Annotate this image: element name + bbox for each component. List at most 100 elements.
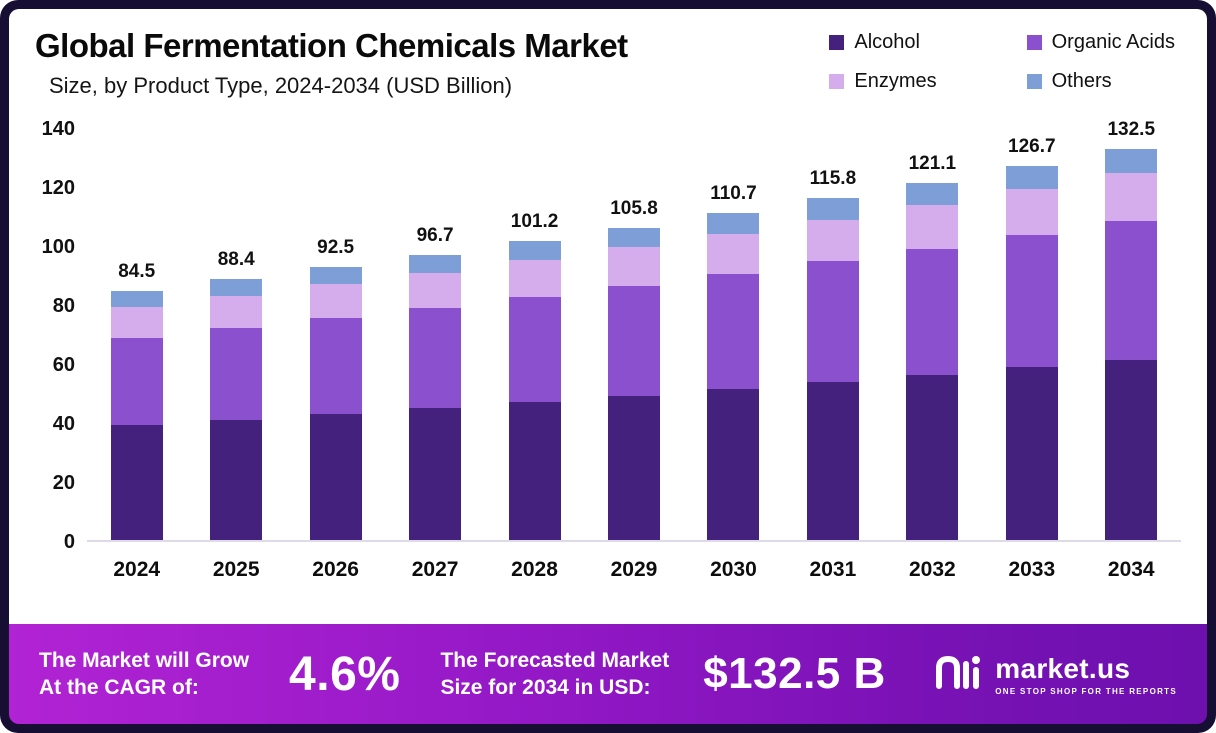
bar-stack-2033	[1005, 166, 1058, 540]
bar-segment-others	[906, 182, 959, 205]
bar-total-label: 92.5	[317, 237, 355, 259]
legend-item-organic-acids: Organic Acids	[1026, 31, 1175, 54]
bar-segment-enzymes	[607, 247, 660, 286]
bar-segment-enzymes	[1105, 173, 1158, 222]
bar-segment-enzymes	[409, 272, 462, 308]
bar-total-label: 84.5	[118, 260, 156, 282]
page-subtitle: Size, by Product Type, 2024-2034 (USD Bi…	[49, 72, 513, 98]
bar-segment-enzymes	[1005, 189, 1058, 235]
legend-item-others: Others	[1026, 70, 1175, 93]
bar-segment-alcohol	[309, 413, 362, 540]
bar-segment-alcohol	[1005, 367, 1058, 540]
x-axis-label-2027: 2027	[411, 557, 459, 581]
cagr-label-line1: The Market will Grow	[39, 648, 250, 672]
bar-total-label: 105.8	[610, 197, 658, 219]
chart-header: Global Fermentation Chemicals Market Siz…	[35, 27, 1181, 99]
bar-segment-enzymes	[309, 284, 362, 319]
chart-zone: 0 20 40 60 80 100 120 140 84.5 88.4 92.5 96.7 101.2…	[35, 118, 1181, 618]
bar-total-label: 101.2	[510, 211, 559, 233]
x-axis-label-2034: 2034	[1107, 557, 1155, 581]
bar-segment-alcohol	[110, 424, 163, 540]
bar-segment-organic-acids	[1005, 234, 1058, 368]
bar-segment-organic-acids	[309, 318, 362, 414]
legend-swatch-others	[1026, 74, 1042, 89]
forecast-value: $132.5 B	[703, 649, 886, 698]
market-us-logo-icon	[933, 652, 983, 697]
bar-segment-organic-acids	[607, 285, 660, 396]
bar-total-label: 88.4	[217, 249, 255, 271]
bar-segment-organic-acids	[906, 248, 959, 376]
bar-column-2030: 110.7	[684, 129, 783, 540]
bar-segment-alcohol	[210, 419, 263, 540]
x-axis-label-2026: 2026	[312, 557, 359, 581]
legend-label: Alcohol	[854, 31, 920, 53]
bar-column-2032: 121.1	[883, 129, 982, 540]
bar-stack-2029	[607, 227, 660, 540]
bar-column-2034: 132.5	[1082, 119, 1181, 540]
bar-stack-2027	[409, 254, 462, 540]
cagr-value: 4.6%	[289, 647, 401, 701]
bar-segment-organic-acids	[1105, 221, 1158, 360]
forecast-label: The Forecasted Market Size for 2034 in U…	[440, 647, 669, 702]
bar-segment-others	[110, 290, 163, 307]
y-tick-label: 20	[52, 471, 75, 494]
bar-segment-alcohol	[1105, 359, 1158, 540]
bar-segment-organic-acids	[707, 273, 760, 390]
bar-stack-2031	[806, 198, 859, 540]
bar-segment-organic-acids	[110, 337, 163, 425]
brand-tagline: ONE STOP SHOP FOR THE REPORTS	[995, 686, 1177, 696]
bar-stack-2024	[110, 290, 163, 540]
plot-wrap: 84.5 88.4 92.5 96.7 101.2 105.8 110.7 115.8 121.…	[87, 119, 1181, 618]
bar-segment-enzymes	[906, 204, 959, 249]
bar-segment-enzymes	[110, 306, 163, 338]
bar-total-label: 96.7	[416, 224, 454, 246]
bar-total-label: 115.8	[809, 168, 857, 190]
bar-stack-2028	[508, 241, 561, 540]
bar-total-label: 126.7	[1008, 136, 1056, 158]
bar-segment-others	[508, 241, 561, 261]
bar-column-2029: 105.8	[584, 129, 683, 540]
chart-card: Global Fermentation Chemicals Market Siz…	[9, 9, 1207, 624]
legend-label: Others	[1051, 70, 1112, 92]
bar-column-2031: 115.8	[783, 129, 882, 540]
y-tick-label: 60	[52, 353, 75, 376]
bar-segment-others	[806, 198, 859, 220]
bar-total-label: 121.1	[908, 152, 957, 174]
bar-segment-organic-acids	[409, 307, 462, 409]
bar-segment-others	[707, 213, 760, 234]
bar-segment-alcohol	[806, 382, 859, 540]
legend-item-alcohol: Alcohol	[829, 31, 936, 54]
legend-item-enzymes: Enzymes	[829, 70, 937, 93]
brand-text: market.us ONE STOP SHOP FOR THE REPORTS	[995, 653, 1177, 696]
x-axis-label-2030: 2030	[710, 557, 757, 581]
forecast-label-line2: Size for 2034 in USD:	[440, 676, 651, 699]
legend-swatch-alcohol	[829, 35, 845, 50]
bar-total-label: 132.5	[1107, 119, 1156, 141]
y-tick-label: 0	[63, 530, 75, 553]
bottom-banner: The Market will Grow At the CAGR of: 4.6…	[9, 624, 1207, 724]
bar-segment-enzymes	[806, 219, 859, 262]
legend-swatch-organic-acids	[1026, 35, 1042, 50]
bar-stack-2034	[1105, 149, 1158, 540]
brand-block: market.us ONE STOP SHOP FOR THE REPORTS	[933, 652, 1177, 697]
page-title: Global Fermentation Chemicals Market	[35, 27, 628, 64]
y-tick-label: 140	[41, 117, 75, 140]
bar-segment-alcohol	[607, 395, 660, 540]
chart-legend: Alcohol Organic Acids Enzymes Others	[829, 31, 1175, 93]
bar-column-2026: 92.5	[286, 129, 385, 540]
bar-segment-enzymes	[210, 296, 263, 329]
bar-segment-others	[1005, 166, 1058, 190]
bar-segment-others	[409, 254, 462, 273]
bar-column-2025: 88.4	[186, 129, 285, 540]
brand-name: market.us	[995, 652, 1131, 684]
plot-area: 84.5 88.4 92.5 96.7 101.2 105.8 110.7 115.8 121.…	[87, 119, 1181, 542]
bar-segment-alcohol	[409, 408, 462, 540]
bar-column-2033: 126.7	[982, 129, 1081, 540]
bar-stack-2025	[210, 279, 263, 540]
y-tick-label: 120	[41, 176, 75, 199]
bar-stack-2026	[309, 267, 362, 540]
x-axis-label-2024: 2024	[113, 557, 161, 581]
y-tick-label: 100	[41, 235, 75, 258]
x-axis-label-2029: 2029	[610, 557, 658, 581]
bar-total-label: 110.7	[710, 183, 757, 205]
